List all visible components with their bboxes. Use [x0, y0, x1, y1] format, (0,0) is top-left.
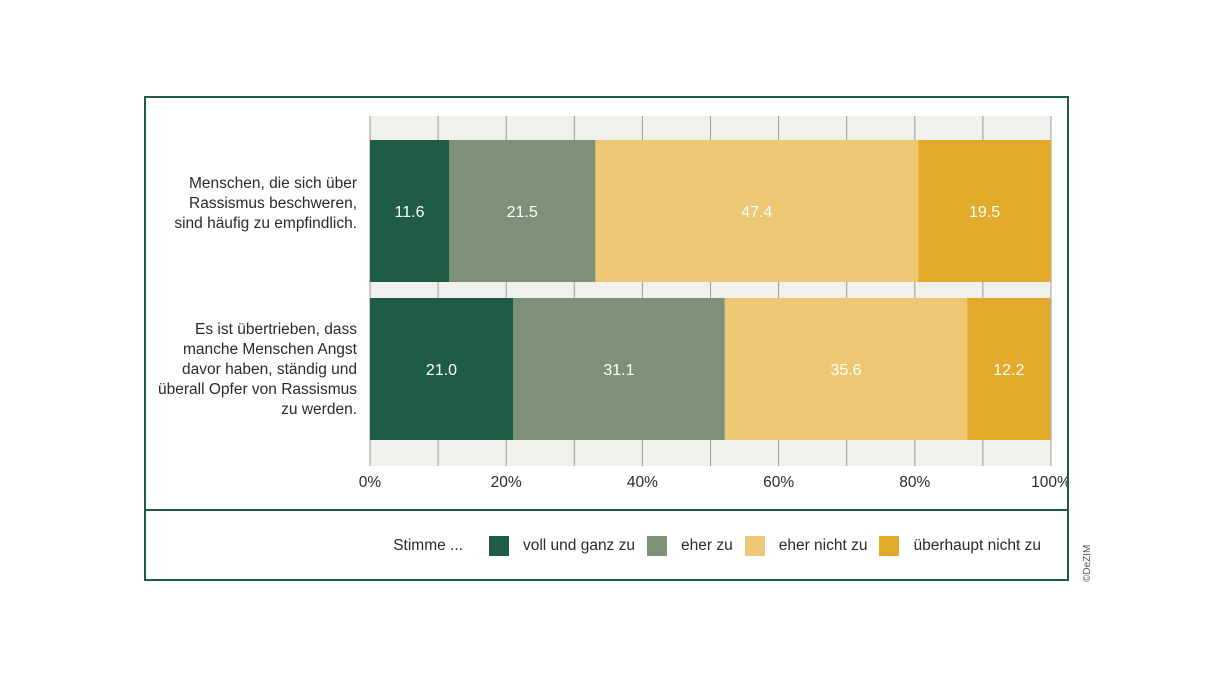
bar-segment — [595, 140, 919, 282]
legend-label: voll und ganz zu — [522, 537, 635, 554]
data-label: 21.5 — [507, 204, 538, 221]
bar-segment — [513, 298, 725, 440]
legend-divider — [146, 509, 1067, 511]
legend-swatch — [647, 536, 667, 556]
legend-swatch — [879, 536, 900, 556]
x-tick-label: 40% — [627, 474, 658, 491]
x-tick-label: 60% — [763, 474, 794, 491]
legend-swatch — [744, 536, 765, 556]
x-tick-label: 100% — [1031, 474, 1067, 491]
bar-segment — [370, 298, 514, 440]
legend-item-ueberhaupt-nicht-zu: überhaupt nicht zu — [879, 536, 1041, 556]
stacked-bar-chart: 11.6 21.5 47.4 19.5 21.0 31.1 35.6 12.2 0% 20% 40%… — [359, 116, 1067, 491]
legend-title: Stimme ... — [393, 537, 463, 554]
chart-frame: 11.6 21.5 47.4 19.5 21.0 31.1 35.6 12.2 0% 20% 40%… — [144, 96, 1069, 581]
data-label: 12.2 — [993, 362, 1024, 379]
legend-swatch — [488, 536, 509, 556]
bar-segment — [918, 140, 1051, 282]
legend-item-eher-zu: eher zu — [647, 536, 733, 556]
bar-segment — [724, 298, 968, 440]
legend-item-eher-nicht-zu: eher nicht zu — [744, 536, 868, 556]
x-tick-label: 80% — [899, 474, 930, 491]
legend: Stimme ... voll und ganz zu eher zu eher… — [146, 511, 1067, 581]
data-label: 31.1 — [603, 362, 634, 379]
copyright-credit: ©DeZIM — [1082, 544, 1093, 582]
x-tick-label: 20% — [491, 474, 522, 491]
data-label: 47.4 — [741, 204, 772, 221]
bar-segment — [370, 140, 449, 282]
category-label-1: Menschen, die sich über Rassismus beschw… — [174, 175, 357, 232]
category-label-2: Es ist übertrieben, dass manche Menschen… — [158, 321, 357, 418]
data-label: 21.0 — [426, 362, 457, 379]
legend-label: überhaupt nicht zu — [913, 537, 1041, 554]
x-tick-label: 0% — [359, 474, 382, 491]
data-label: 35.6 — [830, 362, 861, 379]
data-label: 19.5 — [969, 204, 1000, 221]
legend-item-voll-und-ganz-zu: voll und ganz zu — [488, 536, 635, 556]
data-label: 11.6 — [395, 204, 425, 221]
bar-segment — [967, 298, 1051, 440]
bar-segment — [448, 140, 596, 282]
legend-label: eher zu — [681, 537, 733, 554]
legend-label: eher nicht zu — [778, 537, 868, 554]
